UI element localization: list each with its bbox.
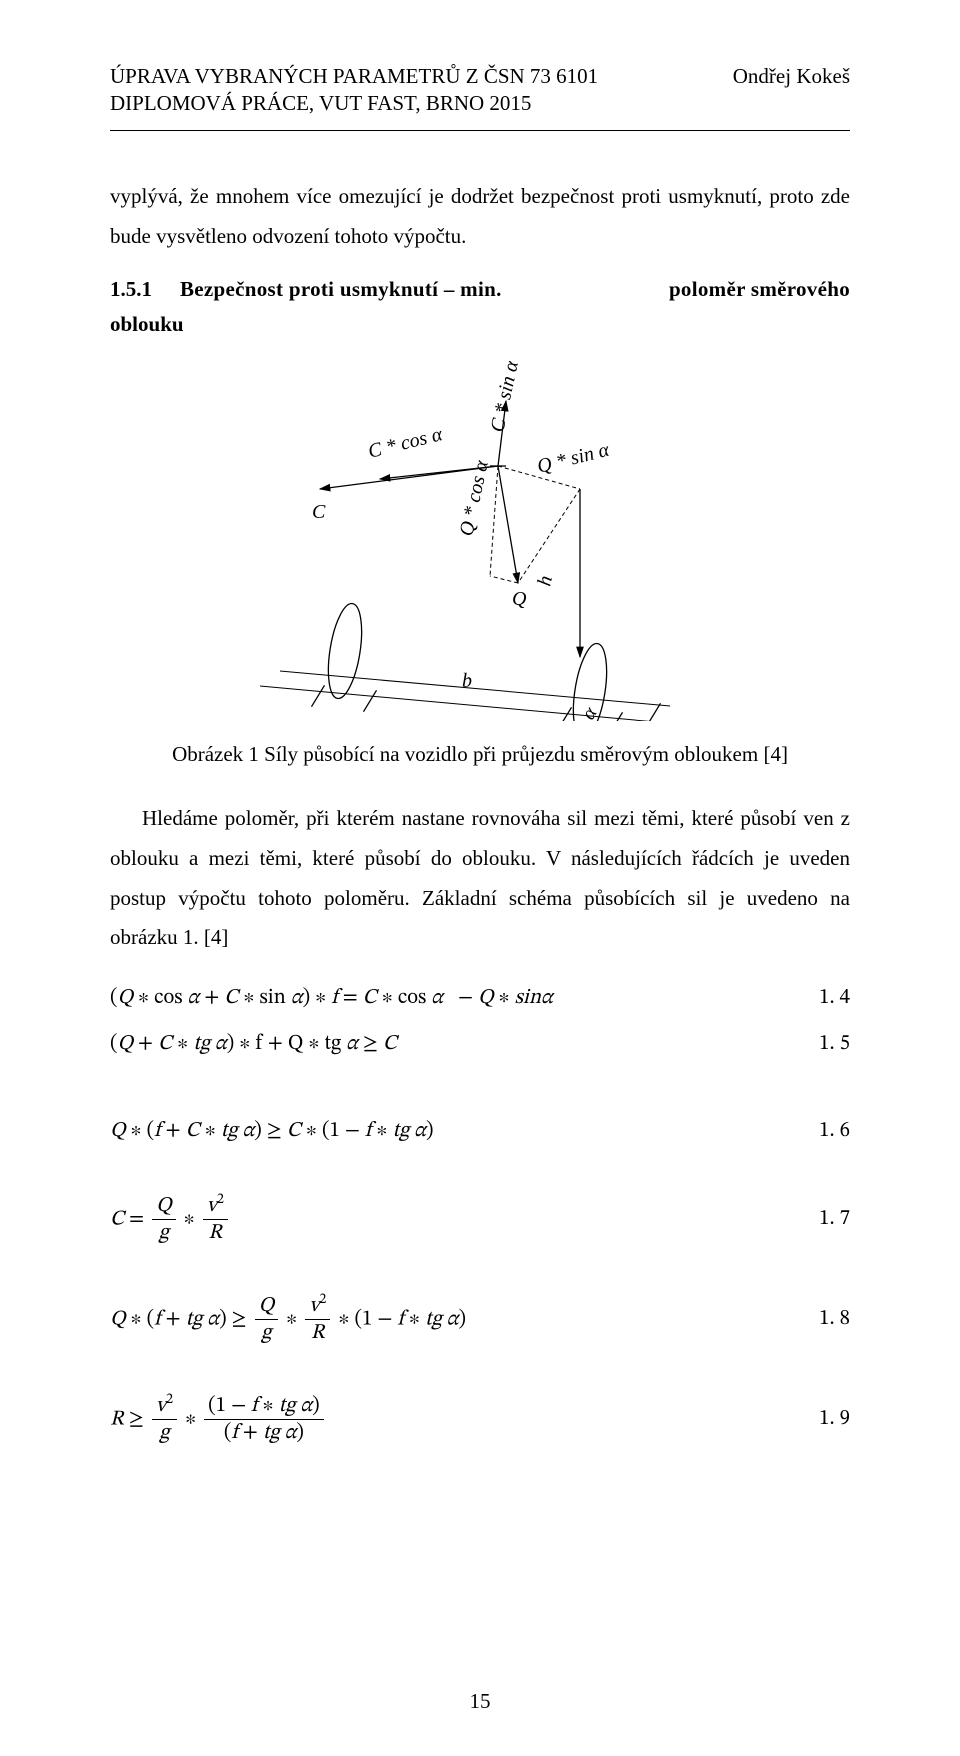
svg-text:b: b xyxy=(462,670,472,692)
equation-number: 1. 9 xyxy=(819,1406,850,1432)
equation-row: (Q + C ∗ tg α) ∗ f + Q ∗ tg α ≥ C 1. 5 xyxy=(110,1024,850,1064)
svg-text:C * cos α: C * cos α xyxy=(366,423,445,463)
equation-number: 1. 6 xyxy=(819,1118,850,1144)
body-paragraph: Hledáme poloměr, při kterém nastane rovn… xyxy=(110,799,850,959)
header-rule xyxy=(110,130,850,131)
svg-text:C * sin α: C * sin α xyxy=(486,361,523,434)
equation-number: 1. 5 xyxy=(819,1031,850,1057)
equation-row: R ≥ v2g ∗ (1 − f ∗ tg α)(f + tg α) 1. 9 xyxy=(110,1390,850,1448)
page-number: 15 xyxy=(0,1689,960,1714)
header-sub: DIPLOMOVÁ PRÁCE, VUT FAST, BRNO 2015 xyxy=(110,91,850,116)
figure-caption: Obrázek 1 Síly působící na vozidlo při p… xyxy=(110,742,850,767)
header-right: Ondřej Kokeš xyxy=(733,64,850,89)
equation-row: C = Qg ∗ v2R 1. 7 xyxy=(110,1190,850,1248)
equation-body: R ≥ v2g ∗ (1 − f ∗ tg α)(f + tg α) xyxy=(110,1394,327,1445)
svg-text:Q: Q xyxy=(512,588,527,610)
equation-body: (Q ∗ cos α + C ∗ sin α) ∗ f = C ∗ cos α … xyxy=(110,985,553,1011)
equation-number: 1. 8 xyxy=(819,1306,850,1332)
equation-row: Q ∗ (f + C ∗ tg α) ≥ C ∗ (1 − f ∗ tg α) 1… xyxy=(110,1102,850,1160)
figure: CC * cos αC * sin αQ * sin αQ * cos αQhb… xyxy=(110,361,850,726)
force-diagram: CC * cos αC * sin αQ * sin αQ * cos αQhb… xyxy=(250,361,710,721)
equation-body: Q ∗ (f + tg α) ≥ Qg ∗ v2R ∗ (1 − f ∗ tg … xyxy=(110,1294,466,1345)
equation-row: Q ∗ (f + tg α) ≥ Qg ∗ v2R ∗ (1 − f ∗ tg … xyxy=(110,1290,850,1348)
equation-number: 1. 7 xyxy=(819,1206,850,1232)
equation-body: C = Qg ∗ v2R xyxy=(110,1194,231,1245)
equation-row: (Q ∗ cos α + C ∗ sin α) ∗ f = C ∗ cos α … xyxy=(110,978,850,1018)
section-title-trail: poloměr směrového xyxy=(669,277,850,302)
section-heading: 1.5.1 Bezpečnost proti usmyknutí – min. … xyxy=(110,277,850,302)
svg-text:α: α xyxy=(577,703,602,721)
svg-text:C: C xyxy=(312,501,326,523)
equation-body: Q ∗ (f + C ∗ tg α) ≥ C ∗ (1 − f ∗ tg α) xyxy=(110,1118,433,1144)
section-title-line2: oblouku xyxy=(110,312,850,337)
svg-text:Q * sin α: Q * sin α xyxy=(535,438,612,477)
equation-block: (Q ∗ cos α + C ∗ sin α) ∗ f = C ∗ cos α … xyxy=(110,978,850,1448)
header-left: ÚPRAVA VYBRANÝCH PARAMETRŮ Z ČSN 73 6101 xyxy=(110,64,598,89)
equation-body: (Q + C ∗ tg α) ∗ f + Q ∗ tg α ≥ C xyxy=(110,1031,397,1057)
equation-number: 1. 4 xyxy=(819,985,850,1011)
section-number: 1.5.1 xyxy=(110,277,152,302)
section-title-lead: Bezpečnost proti usmyknutí – min. xyxy=(180,277,502,302)
intro-paragraph: vyplývá, že mnohem více omezující je dod… xyxy=(110,177,850,257)
svg-text:h: h xyxy=(533,573,557,587)
